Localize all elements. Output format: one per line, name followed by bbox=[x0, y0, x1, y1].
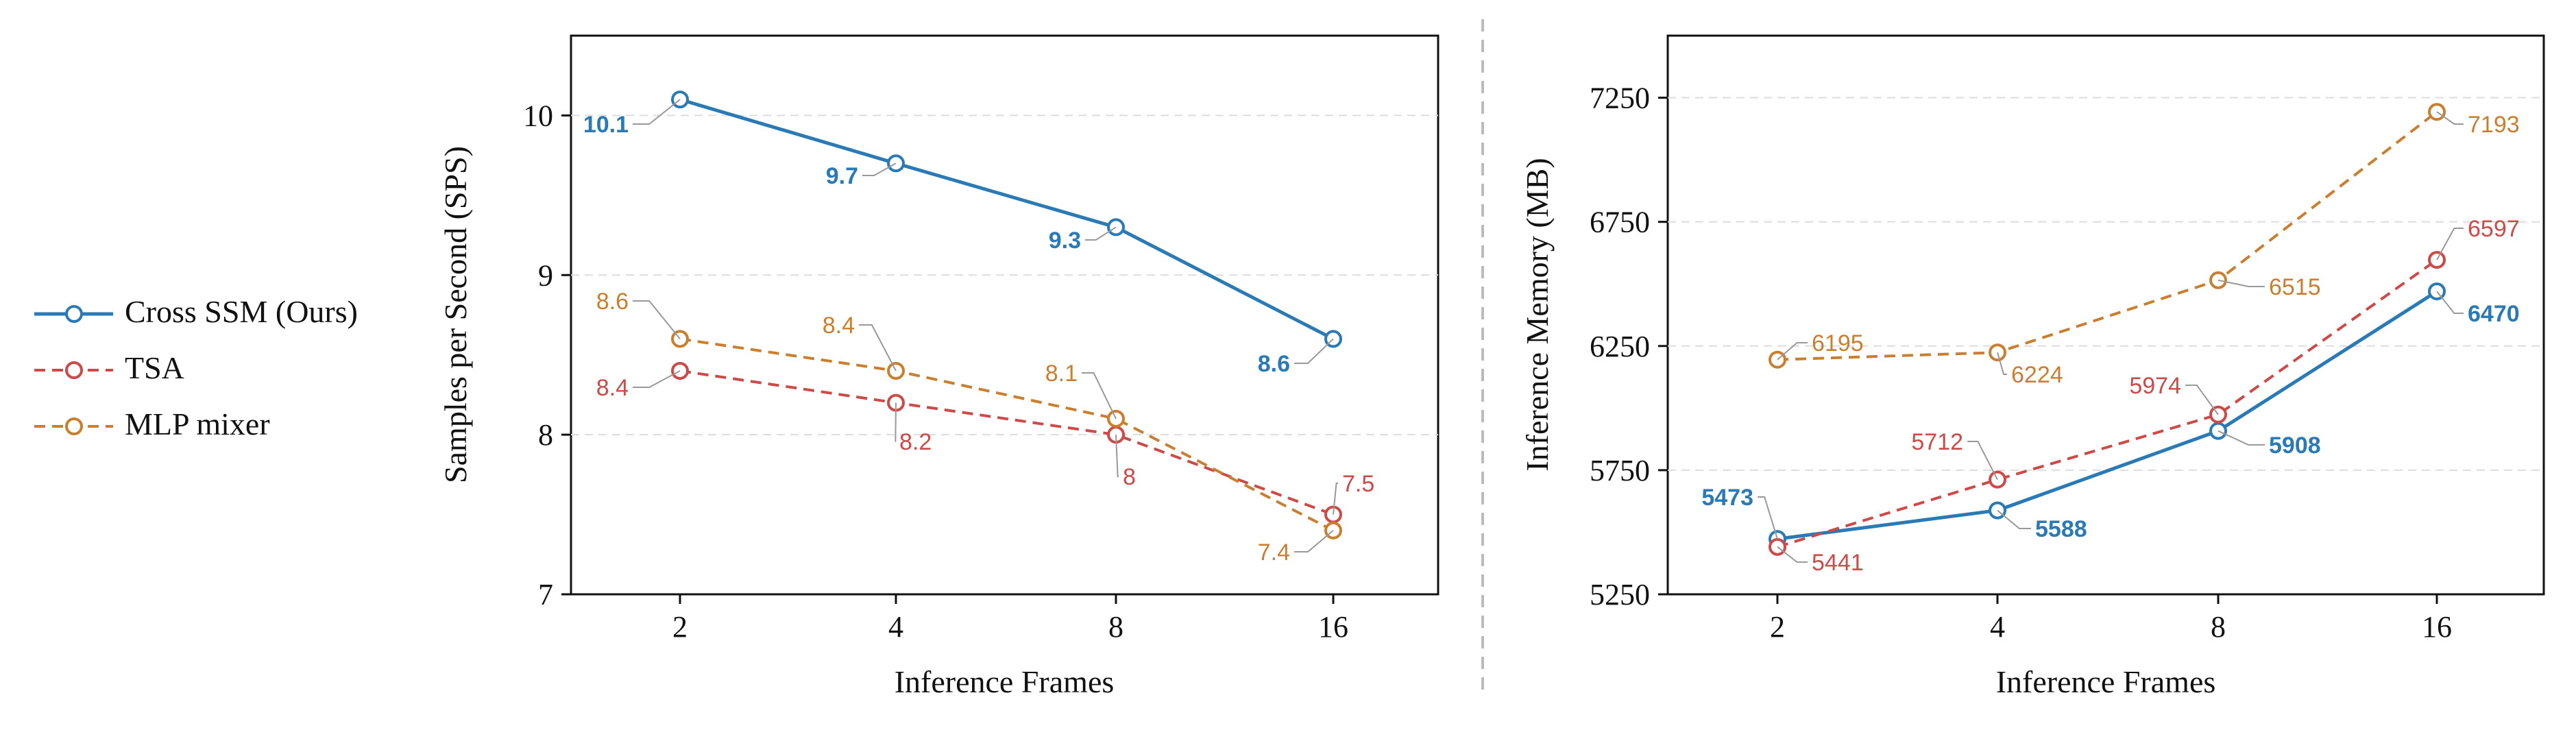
x-tick-label: 4 bbox=[888, 610, 903, 644]
data-label-cross-ssm: 9.7 bbox=[826, 163, 858, 189]
series-group-memory bbox=[1769, 103, 2446, 556]
chart-memory: 5250 5750 6250 6750 7250 2 4 8 16 5473 5588 5908 6… bbox=[1520, 34, 2545, 699]
data-label-cross-ssm: 5588 bbox=[2035, 516, 2087, 542]
data-label-mlp-mixer: 8.6 bbox=[596, 289, 629, 315]
y-tick-label: 10 bbox=[523, 99, 553, 132]
x-tick-label: 2 bbox=[672, 610, 688, 644]
x-tick-label: 16 bbox=[2422, 610, 2452, 644]
label-leader bbox=[1997, 352, 2007, 375]
chart-sps: 7 8 9 10 2 4 8 16 10.1 9.7 9.3 8.6 8.4 8.2 8 7.5 8.6 8.… bbox=[438, 34, 1439, 699]
legend-label-tsa: TSA bbox=[125, 350, 184, 385]
series-line-mlp-mixer bbox=[1777, 110, 2438, 361]
grid-memory bbox=[1668, 97, 2544, 471]
series-group-sps bbox=[671, 90, 1342, 539]
legend-item-cross-ssm: Cross SSM (Ours) bbox=[34, 294, 358, 329]
y-tick-label: 7250 bbox=[1590, 82, 1650, 115]
data-label-mlp-mixer: 8.4 bbox=[823, 313, 855, 339]
x-tick-label: 2 bbox=[1770, 610, 1785, 644]
label-leader bbox=[1777, 546, 1808, 563]
data-label-tsa: 5712 bbox=[1911, 429, 1963, 455]
series-line-tsa bbox=[679, 369, 1334, 516]
label-leader bbox=[2185, 385, 2219, 415]
data-label-tsa: 6597 bbox=[2468, 216, 2520, 242]
x-ticks-sps: 2 4 8 16 bbox=[672, 594, 1348, 644]
label-leader bbox=[1758, 496, 1778, 539]
data-label-mlp-mixer: 7.4 bbox=[1258, 539, 1290, 566]
label-leader bbox=[633, 99, 681, 125]
plot-frame-memory bbox=[1666, 34, 2545, 596]
y-axis-label-memory: Inference Memory (MB) bbox=[1520, 158, 1555, 471]
y-tick-label: 8 bbox=[538, 418, 553, 452]
x-tick-label: 8 bbox=[2211, 610, 2226, 644]
data-label-mlp-mixer: 7193 bbox=[2468, 112, 2520, 138]
x-axis-label-memory: Inference Frames bbox=[1996, 664, 2216, 699]
grid-sps bbox=[571, 114, 1438, 436]
y-tick-label: 6750 bbox=[1590, 206, 1650, 239]
data-label-tsa: 7.5 bbox=[1342, 471, 1374, 497]
x-tick-label: 16 bbox=[1318, 610, 1348, 644]
label-leader bbox=[895, 402, 897, 442]
data-label-cross-ssm: 5473 bbox=[1701, 485, 1753, 511]
label-leader bbox=[1082, 372, 1117, 420]
series-line-mlp-mixer bbox=[679, 337, 1334, 532]
label-leader bbox=[1967, 441, 1998, 481]
legend-label-cross-ssm: Cross SSM (Ours) bbox=[125, 294, 358, 329]
y-tick-label: 9 bbox=[538, 258, 553, 292]
y-ticks-sps: 7 8 9 10 bbox=[523, 99, 571, 611]
data-labels-sps: 10.1 9.7 9.3 8.6 8.4 8.2 8 7.5 8.6 8.4 8.1 7.4 bbox=[583, 99, 1374, 566]
data-label-mlp-mixer: 6224 bbox=[2011, 362, 2063, 388]
data-labels-memory: 5473 5588 5908 6470 5441 5712 5974 6597 6195 6224… bbox=[1701, 111, 2520, 576]
legend-item-mlp-mixer: MLP mixer bbox=[34, 406, 270, 441]
label-leader bbox=[633, 370, 681, 388]
data-label-tsa: 5974 bbox=[2129, 373, 2181, 399]
label-leader bbox=[1115, 435, 1119, 477]
label-leader bbox=[1294, 530, 1334, 552]
series-line-cross-ssm bbox=[679, 97, 1335, 341]
legend-item-tsa: TSA bbox=[34, 350, 184, 385]
label-leader bbox=[859, 324, 897, 372]
x-axis-label-sps: Inference Frames bbox=[895, 664, 1115, 699]
label-leader bbox=[1294, 338, 1334, 364]
x-tick-label: 8 bbox=[1108, 610, 1123, 644]
y-ticks-memory: 5250 5750 6250 6750 7250 bbox=[1590, 82, 1668, 611]
label-leader bbox=[1777, 342, 1808, 361]
data-label-tsa: 8.2 bbox=[899, 429, 932, 455]
y-tick-label: 7 bbox=[538, 578, 553, 611]
data-label-cross-ssm: 8.6 bbox=[1258, 351, 1290, 377]
x-tick-label: 4 bbox=[1990, 610, 2005, 644]
data-label-mlp-mixer: 6195 bbox=[1812, 330, 1864, 356]
series-line-cross-ssm bbox=[1777, 289, 2438, 541]
plot-frame-sps bbox=[570, 34, 1439, 596]
label-leader bbox=[2436, 111, 2464, 125]
data-label-tsa: 5441 bbox=[1812, 550, 1864, 576]
y-tick-label: 5750 bbox=[1590, 454, 1650, 487]
label-leader bbox=[633, 300, 681, 340]
data-label-cross-ssm: 5908 bbox=[2269, 433, 2321, 459]
data-label-cross-ssm: 10.1 bbox=[583, 112, 629, 138]
label-leader bbox=[2217, 430, 2265, 446]
data-label-mlp-mixer: 8.1 bbox=[1045, 361, 1078, 387]
data-label-mlp-mixer: 6515 bbox=[2269, 274, 2321, 300]
legend-label-mlp-mixer: MLP mixer bbox=[125, 406, 270, 441]
legend: Cross SSM (Ours) TSA MLP mixer bbox=[34, 294, 358, 441]
label-leader bbox=[1085, 226, 1117, 241]
label-leader bbox=[2217, 279, 2265, 287]
data-label-cross-ssm: 9.3 bbox=[1049, 228, 1081, 254]
data-label-tsa: 8.4 bbox=[596, 375, 629, 401]
label-leader bbox=[1997, 509, 2031, 529]
label-leader bbox=[2436, 228, 2464, 260]
series-line-tsa bbox=[1777, 258, 2438, 548]
x-ticks-memory: 2 4 8 16 bbox=[1770, 594, 2452, 644]
label-leader bbox=[862, 162, 897, 176]
data-label-tsa: 8 bbox=[1123, 464, 1136, 490]
data-label-cross-ssm: 6470 bbox=[2468, 301, 2520, 327]
y-axis-label-sps: Samples per Second (SPS) bbox=[438, 146, 473, 483]
y-tick-label: 5250 bbox=[1590, 578, 1650, 611]
y-tick-label: 6250 bbox=[1590, 330, 1650, 363]
label-leader bbox=[1333, 483, 1338, 515]
label-leader bbox=[2436, 291, 2464, 314]
